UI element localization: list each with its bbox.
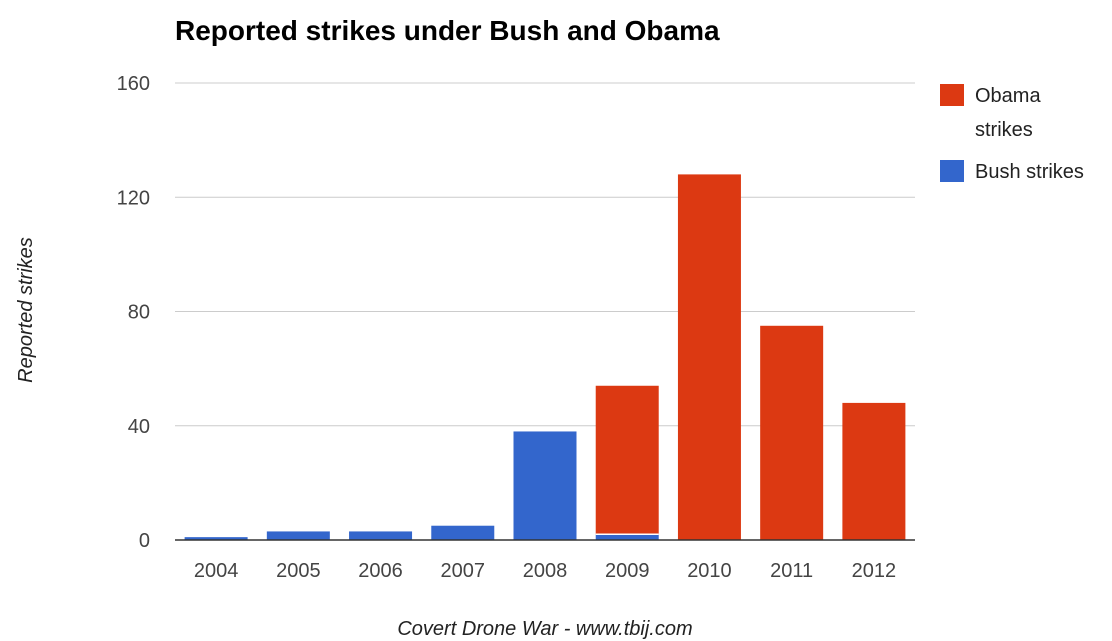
legend-label: Obama [975, 85, 1041, 107]
y-tick-label: 40 [128, 416, 150, 438]
legend-label: Bush strikes [975, 161, 1084, 183]
y-tick-label: 160 [117, 73, 150, 95]
y-tick-label: 120 [117, 187, 150, 209]
bar-bush-2008 [513, 431, 577, 540]
chart-title: Reported strikes under Bush and Obama [175, 15, 720, 46]
legend: Obama strikes Bush strikes [940, 84, 1084, 183]
x-tick-label: 2011 [770, 560, 813, 582]
y-axis-title: Reported strikes [15, 237, 37, 383]
x-tick-label: 2007 [441, 560, 486, 582]
x-tick-label: 2005 [276, 560, 321, 582]
x-tick-label: 2009 [605, 560, 650, 582]
legend-swatch [940, 84, 964, 106]
bar-bush-2009 [595, 534, 659, 540]
x-tick-label: 2008 [523, 560, 568, 582]
bar-bush-2007 [431, 525, 495, 540]
x-tick-label: 2004 [194, 560, 239, 582]
y-tick-label: 0 [139, 530, 150, 552]
bar-obama-2009 [595, 385, 659, 535]
x-tick-label: 2006 [358, 560, 403, 582]
legend-label: strikes [975, 119, 1033, 141]
bar-bush-2005 [266, 531, 330, 540]
legend-swatch [940, 160, 964, 182]
bar-bush-2004 [184, 537, 248, 540]
bar-obama-2010 [677, 174, 741, 540]
y-tick-label: 80 [128, 302, 150, 324]
x-tick-label: 2010 [687, 560, 732, 582]
x-tick-label: 2012 [852, 560, 897, 582]
bars [184, 174, 906, 540]
bar-bush-2006 [349, 531, 413, 540]
bar-obama-2011 [760, 325, 824, 540]
x-axis-ticks: 2004 2005 2006 2007 2008 2009 2010 2011 2012 [194, 560, 896, 582]
x-axis-title: Covert Drone War - www.tbij.com [397, 618, 692, 640]
y-axis-ticks: 0 40 80 120 160 [117, 73, 150, 552]
bar-obama-2012 [842, 402, 906, 540]
